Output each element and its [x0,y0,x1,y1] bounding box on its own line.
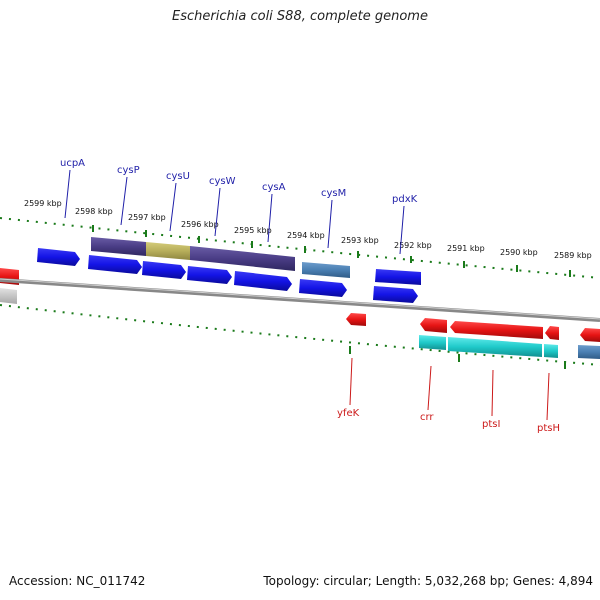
gene-arrow-forward[interactable] [88,255,142,274]
top-gene-labels: ucpA cysP cysU cysW cysA cysM pdxK [60,158,418,205]
gene-label-cysA[interactable]: cysA [262,182,286,193]
gene-arrow-reverse[interactable] [580,328,600,342]
inner-tick-track [0,304,600,369]
kbp-label: 2594 kbp [287,231,325,240]
gene-label-cysU[interactable]: cysU [166,171,190,182]
kbp-tick-labels: 2599 kbp 2598 kbp 2597 kbp 2596 kbp 2595… [24,199,592,260]
kbp-label: 2591 kbp [447,244,485,253]
kbp-label: 2589 kbp [554,251,592,260]
kbp-label: 2592 kbp [394,241,432,250]
gene-arrow-reverse[interactable] [545,326,559,340]
feature-block[interactable] [0,288,17,304]
genome-summary: Topology: circular; Length: 5,032,268 bp… [263,574,593,588]
outer-tick-track [0,217,600,279]
feature-block[interactable] [448,337,542,357]
gene-arrow-reverse[interactable] [420,318,447,333]
gene-label-ucpA[interactable]: ucpA [60,158,85,169]
gene-arrow-forward[interactable] [234,271,292,291]
gene-arrow-reverse[interactable] [346,313,366,326]
gene-arrow-reverse[interactable] [450,321,543,339]
gene-label-yfeK[interactable]: yfeK [337,408,360,419]
kbp-label: 2598 kbp [75,207,113,216]
genome-backbone [0,278,600,322]
feature-block[interactable] [544,344,558,358]
gene-label-pdxK[interactable]: pdxK [392,194,418,205]
gene-label-ptsI[interactable]: ptsI [482,419,500,430]
left-edge-features [0,268,19,304]
gene-label-cysP[interactable]: cysP [117,165,140,176]
top-gene-callouts [64,169,405,255]
kbp-label: 2597 kbp [128,213,166,222]
gene-label-cysM[interactable]: cysM [321,188,346,199]
kbp-label: 2595 kbp [234,226,272,235]
reverse-genes [346,313,600,342]
gene-arrow-forward[interactable] [373,286,418,303]
bottom-gene-callouts [349,357,550,421]
feature-row-upper [91,237,350,278]
kbp-label: 2596 kbp [181,220,219,229]
feature-row-lower [419,335,600,359]
kbp-label: 2590 kbp [500,248,538,257]
feature-block[interactable] [419,335,446,350]
feature-block[interactable] [91,237,146,256]
kbp-label: 2599 kbp [24,199,62,208]
feature-block[interactable] [190,246,295,271]
gene-arrow-forward[interactable] [37,248,80,266]
gene-arrow-forward[interactable] [299,279,347,297]
gene-label-cysW[interactable]: cysW [209,176,236,187]
map-title: Escherichia coli S88, complete genome [172,9,428,24]
feature-block[interactable] [578,345,600,359]
kbp-label: 2593 kbp [341,236,379,245]
feature-block[interactable] [146,242,190,260]
forward-genes [37,248,421,303]
accession-label: Accession: NC_011742 [9,574,146,588]
feature-block[interactable] [302,262,350,278]
gene-arrow-forward[interactable] [187,266,232,284]
gene-label-crr[interactable]: crr [420,412,434,423]
gene-arrow-forward[interactable] [375,269,421,285]
gene-arrow-forward[interactable] [142,261,186,279]
bottom-gene-labels: yfeK crr ptsI ptsH [337,408,560,434]
gene-label-ptsH[interactable]: ptsH [537,423,560,434]
